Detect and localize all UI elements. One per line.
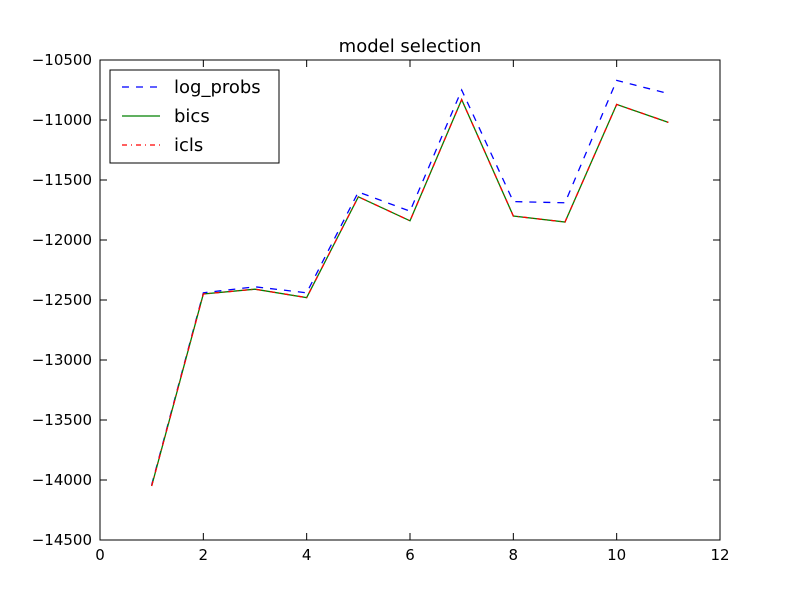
series-line-icls	[151, 97, 669, 487]
x-tick-label: 2	[199, 546, 209, 564]
y-tick-label: −12500	[32, 291, 92, 309]
legend-label-icls: icls	[174, 135, 203, 156]
y-tick-label: −11500	[32, 171, 92, 189]
y-tick-label: −13000	[32, 351, 92, 369]
y-tick-label: −10500	[32, 51, 92, 69]
axis-layer: 0 2 4 6 8 10 12 −10500 −11000 −11500 −12000 −12500 −…	[32, 51, 730, 564]
x-tick-label: 6	[405, 546, 415, 564]
y-tick-label: −13500	[32, 411, 92, 429]
x-tick-label: 8	[509, 546, 519, 564]
x-tick-label: 0	[95, 546, 105, 564]
x-tick-label: 4	[302, 546, 312, 564]
legend-label-bics: bics	[174, 106, 210, 127]
x-tick-label: 12	[710, 546, 729, 564]
y-tick-label: −12000	[32, 231, 92, 249]
y-tick-label: −14000	[32, 471, 92, 489]
x-tick-label: 10	[607, 546, 626, 564]
y-tick-label: −14500	[32, 531, 92, 549]
y-tick-label: −11000	[32, 111, 92, 129]
series-layer	[151, 79, 669, 487]
chart-title: model selection	[339, 36, 482, 57]
legend-label-log-probs: log_probs	[174, 77, 261, 98]
